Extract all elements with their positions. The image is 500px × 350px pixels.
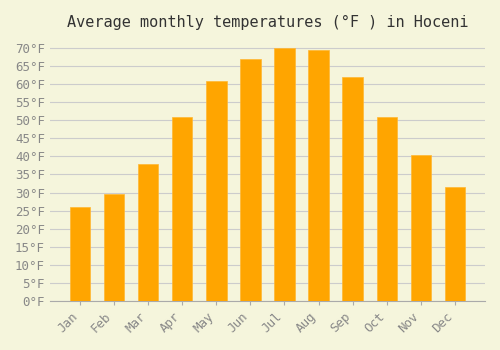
Bar — [274, 48, 294, 301]
Bar — [206, 80, 227, 301]
Title: Average monthly temperatures (°F ) in Hoceni: Average monthly temperatures (°F ) in Ho… — [66, 15, 468, 30]
Bar — [376, 117, 397, 301]
Bar — [138, 164, 158, 301]
Bar — [410, 155, 431, 301]
Bar — [240, 59, 260, 301]
Bar — [308, 50, 329, 301]
Bar — [172, 117, 193, 301]
Bar — [445, 187, 465, 301]
Bar — [70, 207, 90, 301]
Bar — [104, 194, 124, 301]
Bar — [342, 77, 363, 301]
